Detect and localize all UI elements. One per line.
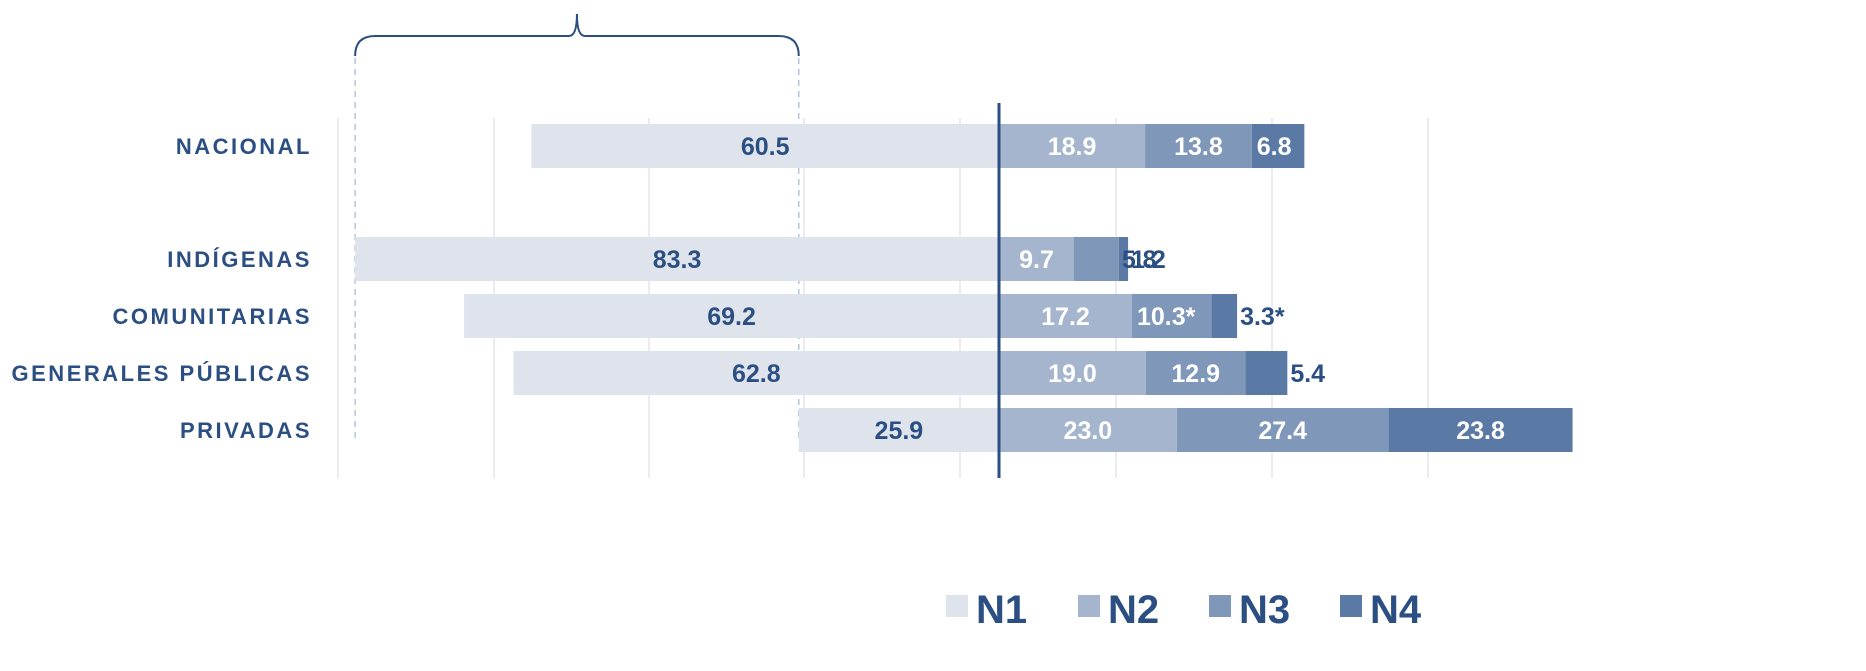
bar-n4-comunitarias bbox=[1211, 294, 1238, 338]
data-label-n3-comunitarias: 10.3* bbox=[1137, 303, 1196, 331]
data-label-n2-nacional: 18.9 bbox=[1048, 133, 1097, 161]
bar-n3-comunitarias bbox=[1131, 294, 1212, 338]
category-labels: NACIONAL INDÍGENAS COMUNITARIAS GENERALES P… bbox=[12, 134, 312, 443]
bar-n3-nacional bbox=[1145, 124, 1252, 168]
bar-n1-indigenas bbox=[355, 237, 999, 281]
data-label-n3-nacional: 13.8 bbox=[1174, 133, 1223, 161]
category-label-privadas: PRIVADAS bbox=[180, 418, 312, 443]
bracket-brace bbox=[354, 13, 800, 57]
data-label-n2-comunitarias: 17.2 bbox=[1041, 303, 1090, 331]
value-labels: 60.5 18.9 13.8 6.8 83.3 9.7 5.81.2 69.2 17.2 10.3… bbox=[653, 133, 1505, 445]
legend-swatch-n2 bbox=[1078, 595, 1100, 617]
legend: N1 N2 N3 N4 bbox=[946, 588, 1422, 632]
legend-swatch-n3 bbox=[1209, 595, 1231, 617]
bar-n2-indigenas bbox=[999, 237, 1074, 281]
bar-n1-comunitarias bbox=[464, 294, 1000, 338]
data-label-n3-generales-publicas: 12.9 bbox=[1171, 360, 1220, 388]
bar-n4-privadas bbox=[1388, 408, 1573, 452]
category-label-nacional: NACIONAL bbox=[176, 134, 312, 159]
bar-n4-generales-publicas bbox=[1245, 351, 1288, 395]
data-label-n4-nacional: 6.8 bbox=[1257, 133, 1292, 161]
data-label-n2-generales-publicas: 19.0 bbox=[1048, 360, 1097, 388]
category-label-generales-publicas: GENERALES PÚBLICAS bbox=[12, 361, 312, 386]
legend-label-n4: N4 bbox=[1370, 588, 1422, 632]
bar-n2-generales-publicas bbox=[999, 351, 1146, 395]
bar-n1-privadas bbox=[798, 408, 999, 452]
legend-swatch-n4 bbox=[1340, 595, 1362, 617]
bars-group bbox=[355, 124, 1573, 452]
category-label-comunitarias: COMUNITARIAS bbox=[113, 304, 312, 329]
bar-n2-nacional bbox=[999, 124, 1146, 168]
data-label-n4-indigenas: 1.2 bbox=[1131, 246, 1166, 274]
data-label-n3-indigenas: 5.8 bbox=[1122, 246, 1157, 274]
bar-n4-indigenas bbox=[1118, 237, 1129, 281]
bar-n1-nacional bbox=[531, 124, 999, 168]
legend-label-n2: N2 bbox=[1108, 588, 1159, 632]
legend-swatch-n1 bbox=[946, 595, 968, 617]
category-label-indigenas: INDÍGENAS bbox=[167, 247, 312, 272]
data-label-n1-generales-publicas: 62.8 bbox=[732, 360, 781, 388]
data-label-n1-indigenas: 83.3 bbox=[653, 246, 702, 274]
bar-n4-nacional bbox=[1251, 124, 1305, 168]
data-label-n1-nacional: 60.5 bbox=[741, 133, 790, 161]
bar-n2-privadas bbox=[999, 408, 1177, 452]
bar-n3-generales-publicas bbox=[1145, 351, 1246, 395]
bar-n1-generales-publicas bbox=[513, 351, 999, 395]
bar-n2-comunitarias bbox=[999, 294, 1132, 338]
legend-label-n3: N3 bbox=[1239, 588, 1290, 632]
data-label-n1-privadas: 25.9 bbox=[875, 417, 924, 445]
data-label-n2-privadas: 23.0 bbox=[1064, 417, 1113, 445]
data-label-n1-comunitarias: 69.2 bbox=[707, 303, 756, 331]
data-label-n4-privadas: 23.8 bbox=[1456, 417, 1505, 445]
data-label-n4-comunitarias: 3.3* bbox=[1240, 303, 1285, 331]
bar-n3-indigenas bbox=[1073, 237, 1119, 281]
data-label-n3-privadas: 27.4 bbox=[1258, 417, 1307, 445]
data-label-n4-generales-publicas: 5.4 bbox=[1290, 360, 1325, 388]
legend-label-n1: N1 bbox=[976, 588, 1027, 632]
bar-n3-privadas bbox=[1176, 408, 1389, 452]
data-label-n2-indigenas: 9.7 bbox=[1019, 246, 1054, 274]
